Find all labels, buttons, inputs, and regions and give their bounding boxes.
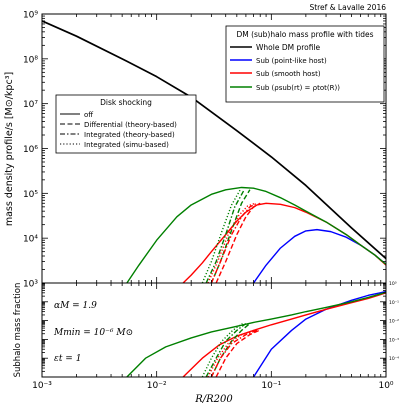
lower-xtick-label: 10⁻¹	[261, 381, 281, 391]
upper-series-line-4	[215, 202, 261, 283]
legend-colors-entry-3: Sub (ρsub(rt) = ρtot(R))	[230, 84, 340, 92]
lower-series-line-6	[205, 322, 247, 377]
lower-series-line-1	[182, 292, 386, 377]
upper-ytick-label: 10⁶	[23, 145, 38, 155]
upper-ylabel: mass density profile/s [M⊙/kpc³]	[4, 72, 15, 226]
legend-colors: DM (sub)halo mass profile with tides Who…	[225, 25, 385, 103]
lower-ytick-label: 10⁻³	[389, 337, 399, 343]
upper-series-line-8	[207, 202, 256, 283]
lower-ytick-label: 10⁻⁴	[389, 356, 399, 362]
legend-colors-label-0: Whole DM profile	[256, 43, 321, 52]
legend-styles-label-3: Integrated (simu-based)	[84, 141, 169, 149]
upper-series-line-9	[201, 188, 242, 283]
legend-styles-title: Disk shocking	[100, 98, 152, 107]
lower-series-line-2	[126, 291, 386, 377]
lower-ytick-label: 10⁰	[389, 281, 397, 287]
credit-label: Stref & Lavalle 2016	[309, 3, 386, 12]
annotation-epsilon: εt = 1	[54, 354, 81, 364]
upper-series-line-1	[252, 228, 386, 283]
legend-colors-entry-0: Whole DM profile	[230, 43, 321, 52]
lower-ytick-label: 10⁻²	[389, 319, 399, 325]
lower-ylabel: Subhalo mass fraction	[13, 283, 23, 378]
lower-plot-group: 10⁻⁴ 10⁻³ 10⁻² 10⁻¹ 10⁰ 10⁻³ 10⁻² 10⁻¹ 10⁰	[32, 281, 399, 391]
legend-styles-entry-2: Integrated (theory-based)	[60, 131, 175, 139]
legend-colors-label-3: Sub (ρsub(rt) = ρtot(R))	[256, 84, 340, 92]
lower-xtick-label: 10⁻²	[147, 381, 167, 391]
upper-ytick-label: 10⁹	[23, 11, 38, 21]
legend-colors-label-1: Sub (point-like host)	[256, 57, 327, 65]
lower-plot-frame	[41, 282, 387, 378]
legend-styles-label-1: Differential (theory-based)	[84, 121, 177, 129]
lower-xlabel: R/R200	[194, 394, 233, 405]
upper-plot-group: 10³ 10⁴ 10⁵ 10⁶ 10⁷ 10⁸ 10⁹	[23, 11, 387, 290]
legend-styles-entry-1: Differential (theory-based)	[60, 121, 177, 129]
legend-colors-entry-2: Sub (smooth host)	[230, 70, 321, 78]
upper-series-line-6	[210, 202, 258, 283]
lower-ytick-label: 10⁻¹	[389, 300, 399, 306]
lower-series-line-0	[252, 290, 386, 377]
lower-series-line-8	[201, 322, 243, 377]
legend-colors-title: DM (sub)halo mass profile with tides	[236, 30, 373, 39]
upper-series-line-0	[42, 20, 386, 260]
legend-styles-entry-3: Integrated (simu-based)	[60, 141, 169, 149]
annotation-mmin: Mmin = 10⁻⁶ M⊙	[53, 328, 133, 338]
legend-styles-entry-0: off	[60, 111, 93, 119]
lower-series-group	[126, 290, 386, 377]
upper-ytick-label: 10³	[23, 280, 38, 290]
annotation-alpha: αM = 1.9	[54, 301, 97, 311]
legend-colors-label-2: Sub (smooth host)	[256, 70, 321, 78]
annotations: αM = 1.9 Mmin = 10⁻⁶ M⊙ εt = 1	[53, 301, 133, 364]
lower-xtick-label: 10⁰	[378, 381, 393, 391]
lower-xtick-label: 10⁻³	[32, 381, 52, 391]
legend-colors-entry-1: Sub (point-like host)	[230, 57, 327, 65]
legend-styles: Disk shocking off Differential (theory-b…	[55, 94, 197, 154]
lower-series-line-5	[210, 329, 258, 377]
upper-panel: 10³ 10⁴ 10⁵ 10⁶ 10⁷ 10⁸ 10⁹ mass density profi…	[4, 11, 387, 290]
upper-ytick-label: 10⁴	[23, 235, 38, 245]
legend-colors-box	[225, 25, 385, 103]
legend-styles-box	[55, 94, 197, 154]
lower-series-line-4	[210, 322, 251, 377]
upper-ytick-label: 10⁷	[23, 100, 38, 110]
upper-series-line-3	[126, 186, 386, 283]
upper-ytick-label: 10⁸	[23, 55, 38, 65]
lower-series-line-7	[207, 329, 254, 377]
upper-ytick-label: 10⁵	[23, 190, 38, 200]
lower-panel: 10⁻⁴ 10⁻³ 10⁻² 10⁻¹ 10⁰ 10⁻³ 10⁻² 10⁻¹ 10⁰ Subha…	[13, 281, 399, 405]
legend-styles-label-0: off	[84, 111, 93, 119]
lower-series-line-3	[215, 329, 261, 377]
upper-series-line-7	[205, 189, 245, 283]
legend-styles-label-2: Integrated (theory-based)	[84, 131, 175, 139]
upper-series-group	[42, 20, 386, 283]
